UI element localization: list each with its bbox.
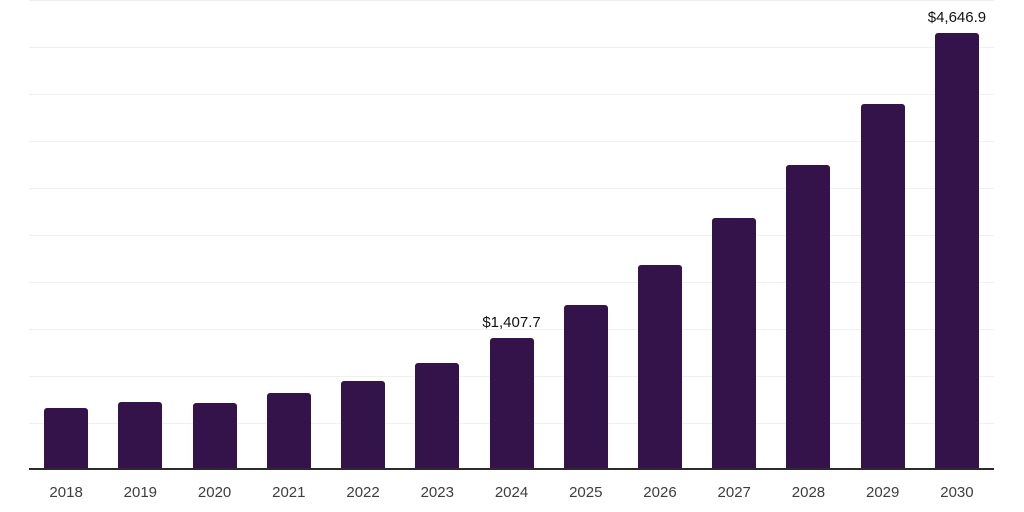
bar-slot — [549, 0, 623, 470]
x-tick-label: 2029 — [866, 484, 900, 501]
x-tick-label: 2020 — [197, 484, 232, 501]
x-tick-label: 2018 — [49, 484, 83, 501]
bar — [934, 33, 979, 470]
x-tick-label: 2027 — [717, 484, 751, 501]
bar — [192, 403, 237, 470]
x-tick-label: 2024 — [494, 484, 529, 501]
bar — [563, 305, 608, 470]
bar — [712, 218, 757, 470]
bar — [118, 402, 163, 470]
bars-row: $1,407.7 $4,646.9 — [29, 0, 994, 470]
x-axis-labels: 2018 2019 2020 2021 2022 2023 2024 2025 2026 2027… — [29, 484, 994, 502]
bar — [489, 338, 534, 470]
bar-slot — [29, 0, 103, 470]
bar-slot — [846, 0, 920, 470]
bar-slot — [623, 0, 697, 470]
bar — [266, 393, 311, 470]
bar-slot — [252, 0, 326, 470]
bar — [415, 363, 460, 470]
bar-value-label: $4,646.9 — [927, 9, 987, 26]
gridline — [29, 329, 994, 330]
gridline — [29, 141, 994, 142]
bar-slot — [326, 0, 400, 470]
gridline — [29, 282, 994, 283]
x-tick-label: 2025 — [569, 484, 603, 501]
x-tick-label: 2026 — [643, 484, 677, 501]
plot-area: $1,407.7 $4,646.9 — [29, 0, 994, 470]
x-axis-line — [29, 468, 994, 470]
bar-slot — [400, 0, 474, 470]
bar — [44, 408, 89, 470]
bar-value-label: $1,407.7 — [482, 314, 541, 331]
bar — [860, 104, 905, 470]
gridline — [29, 188, 994, 189]
x-tick-label: 2030 — [940, 484, 974, 501]
bar-slot — [771, 0, 845, 470]
bar-slot — [177, 0, 251, 470]
bar — [341, 381, 386, 470]
gridline — [29, 0, 994, 1]
bar-slot — [103, 0, 177, 470]
bar-slot: $1,407.7 — [474, 0, 548, 470]
bar — [786, 165, 831, 470]
x-tick-label: 2023 — [420, 484, 454, 501]
gridline — [29, 235, 994, 236]
x-tick-label: 2022 — [346, 484, 380, 501]
x-tick-label: 2021 — [272, 484, 306, 501]
x-tick-label: 2019 — [123, 484, 158, 501]
bar-slot — [697, 0, 771, 470]
x-tick-label: 2028 — [791, 484, 826, 501]
gridline — [29, 47, 994, 48]
bar-slot: $4,646.9 — [920, 0, 994, 470]
bar — [637, 265, 682, 470]
gridline — [29, 94, 994, 95]
